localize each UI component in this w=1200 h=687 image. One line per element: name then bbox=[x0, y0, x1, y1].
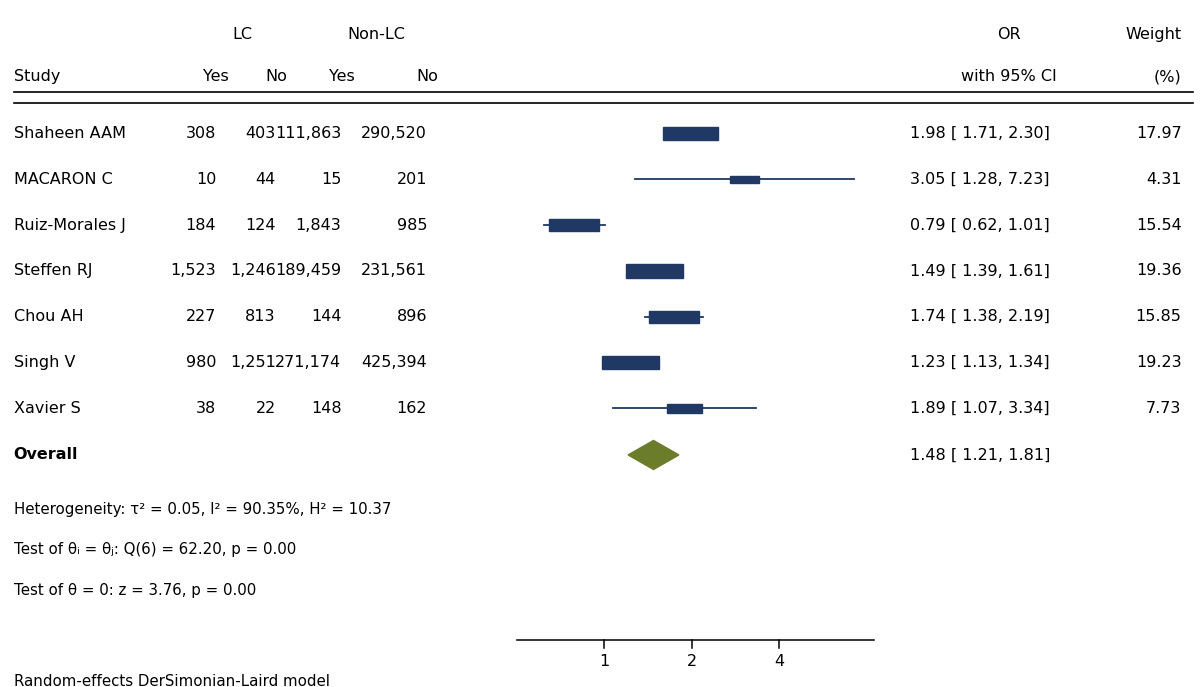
Text: Steffen RJ: Steffen RJ bbox=[13, 263, 92, 278]
Text: 980: 980 bbox=[186, 355, 216, 370]
Text: 1.98 [ 1.71, 2.30]: 1.98 [ 1.71, 2.30] bbox=[910, 126, 1050, 141]
Text: 813: 813 bbox=[245, 309, 276, 324]
Text: 308: 308 bbox=[186, 126, 216, 141]
Text: 1,843: 1,843 bbox=[295, 218, 342, 233]
Bar bbox=[625, 264, 683, 278]
Text: OR: OR bbox=[997, 27, 1020, 43]
Text: 7.73: 7.73 bbox=[1146, 401, 1182, 416]
Text: 231,561: 231,561 bbox=[361, 263, 427, 278]
Text: 2: 2 bbox=[686, 654, 696, 669]
Text: (%): (%) bbox=[1153, 69, 1182, 85]
Text: 1,246: 1,246 bbox=[230, 263, 276, 278]
Text: 1.74 [ 1.38, 2.19]: 1.74 [ 1.38, 2.19] bbox=[910, 309, 1050, 324]
Text: 985: 985 bbox=[397, 218, 427, 233]
Text: 38: 38 bbox=[196, 401, 216, 416]
Text: 3.05 [ 1.28, 7.23]: 3.05 [ 1.28, 7.23] bbox=[910, 172, 1049, 187]
Text: 162: 162 bbox=[397, 401, 427, 416]
Text: Test of θ = 0: z = 3.76, p = 0.00: Test of θ = 0: z = 3.76, p = 0.00 bbox=[13, 583, 256, 598]
Text: Heterogeneity: τ² = 0.05, I² = 90.35%, H² = 10.37: Heterogeneity: τ² = 0.05, I² = 90.35%, H… bbox=[13, 502, 391, 517]
Text: 124: 124 bbox=[245, 218, 276, 233]
Text: 144: 144 bbox=[311, 309, 342, 324]
Text: 403: 403 bbox=[246, 126, 276, 141]
Text: 15.54: 15.54 bbox=[1135, 218, 1182, 233]
Text: 0.79 [ 0.62, 1.01]: 0.79 [ 0.62, 1.01] bbox=[910, 218, 1050, 233]
Text: 17.97: 17.97 bbox=[1135, 126, 1182, 141]
Text: 44: 44 bbox=[256, 172, 276, 187]
Bar bbox=[730, 176, 760, 183]
Text: 15: 15 bbox=[322, 172, 342, 187]
Text: 1: 1 bbox=[599, 654, 610, 669]
Text: LC: LC bbox=[233, 27, 252, 43]
Bar bbox=[648, 311, 700, 323]
Text: Shaheen AAM: Shaheen AAM bbox=[13, 126, 126, 141]
Text: 19.36: 19.36 bbox=[1136, 263, 1182, 278]
Text: 271,174: 271,174 bbox=[275, 355, 342, 370]
Text: 4.31: 4.31 bbox=[1146, 172, 1182, 187]
Text: with 95% CI: with 95% CI bbox=[961, 69, 1057, 85]
Bar bbox=[666, 404, 702, 413]
Text: 1.23 [ 1.13, 1.34]: 1.23 [ 1.13, 1.34] bbox=[910, 355, 1050, 370]
Text: 201: 201 bbox=[397, 172, 427, 187]
Text: MACARON C: MACARON C bbox=[13, 172, 113, 187]
Text: 10: 10 bbox=[196, 172, 216, 187]
Bar bbox=[601, 356, 659, 370]
Text: Random-effects DerSimonian-Laird model: Random-effects DerSimonian-Laird model bbox=[13, 674, 330, 687]
Polygon shape bbox=[628, 440, 679, 469]
Text: Singh V: Singh V bbox=[13, 355, 76, 370]
Text: 111,863: 111,863 bbox=[275, 126, 342, 141]
Text: Chou AH: Chou AH bbox=[13, 309, 83, 324]
Text: 1.89 [ 1.07, 3.34]: 1.89 [ 1.07, 3.34] bbox=[910, 401, 1050, 416]
Text: 1.48 [ 1.21, 1.81]: 1.48 [ 1.21, 1.81] bbox=[910, 447, 1050, 462]
Text: 1,523: 1,523 bbox=[170, 263, 216, 278]
Text: Yes: Yes bbox=[204, 69, 229, 85]
Text: 4: 4 bbox=[774, 654, 784, 669]
Text: Weight: Weight bbox=[1126, 27, 1182, 43]
Text: 896: 896 bbox=[397, 309, 427, 324]
Text: 290,520: 290,520 bbox=[361, 126, 427, 141]
Text: Ruiz-Morales J: Ruiz-Morales J bbox=[13, 218, 126, 233]
Text: 227: 227 bbox=[186, 309, 216, 324]
Bar bbox=[550, 219, 599, 232]
Text: No: No bbox=[416, 69, 438, 85]
Text: 425,394: 425,394 bbox=[361, 355, 427, 370]
Text: 189,459: 189,459 bbox=[275, 263, 342, 278]
Text: Study: Study bbox=[13, 69, 60, 85]
Text: 148: 148 bbox=[311, 401, 342, 416]
Bar bbox=[662, 127, 718, 140]
Text: 1.49 [ 1.39, 1.61]: 1.49 [ 1.39, 1.61] bbox=[910, 263, 1050, 278]
Text: 15.85: 15.85 bbox=[1135, 309, 1182, 324]
Text: Overall: Overall bbox=[13, 447, 78, 462]
Text: 22: 22 bbox=[256, 401, 276, 416]
Text: Xavier S: Xavier S bbox=[13, 401, 80, 416]
Text: 1,251: 1,251 bbox=[230, 355, 276, 370]
Text: Yes: Yes bbox=[329, 69, 354, 85]
Text: 19.23: 19.23 bbox=[1136, 355, 1182, 370]
Text: 184: 184 bbox=[186, 218, 216, 233]
Text: Non-LC: Non-LC bbox=[347, 27, 404, 43]
Text: Test of θᵢ = θⱼ: Q(6) = 62.20, p = 0.00: Test of θᵢ = θⱼ: Q(6) = 62.20, p = 0.00 bbox=[13, 542, 296, 557]
Text: No: No bbox=[265, 69, 287, 85]
